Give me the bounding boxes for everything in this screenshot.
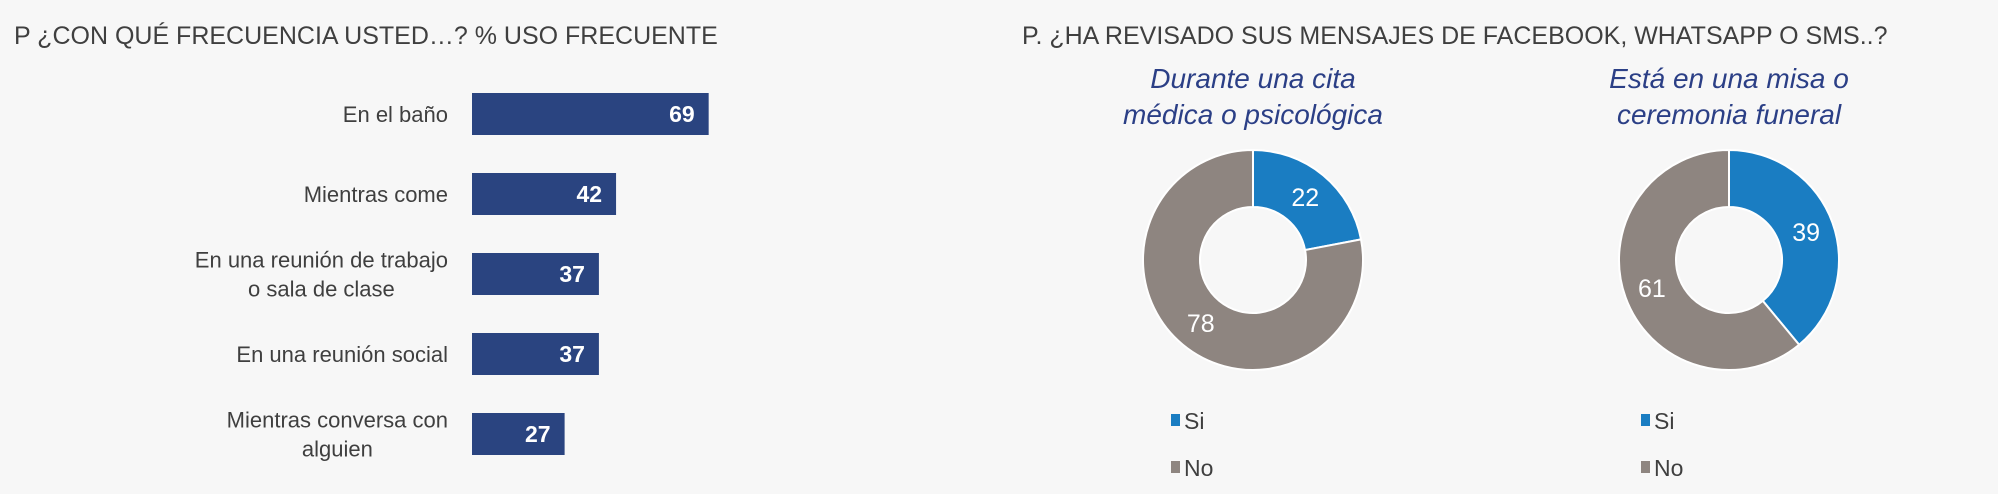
category-label: Mientras conversa con bbox=[227, 408, 448, 433]
category-label: Mientras come bbox=[304, 182, 448, 207]
donut-subtitle: Durante una cita bbox=[1150, 63, 1355, 94]
bar bbox=[472, 413, 565, 455]
bar bbox=[472, 253, 599, 295]
legend-label: No bbox=[1654, 455, 1683, 481]
donut-subtitle: médica o psicológica bbox=[1123, 99, 1383, 130]
donut-value-label: 78 bbox=[1187, 310, 1215, 338]
legend-label: No bbox=[1184, 455, 1213, 481]
category-label: En una reunión social bbox=[236, 342, 448, 367]
category-label: En el baño bbox=[343, 102, 448, 127]
bar-chart-title: P ¿CON QUÉ FRECUENCIA USTED…? % USO FREC… bbox=[14, 22, 718, 50]
bar bbox=[472, 333, 599, 375]
category-label: En una reunión de trabajo bbox=[195, 248, 448, 273]
category-label: alguien bbox=[302, 437, 373, 462]
donut-subtitle: ceremonia funeral bbox=[1617, 99, 1842, 130]
bar-value-label: 37 bbox=[559, 341, 585, 367]
donut-slice-si bbox=[1728, 148, 1840, 347]
donut-value-label: 61 bbox=[1638, 275, 1666, 303]
donut-value-label: 39 bbox=[1792, 219, 1820, 247]
bar-value-label: 27 bbox=[525, 421, 551, 447]
legend-swatch-no bbox=[1641, 461, 1650, 473]
legend-label: Si bbox=[1654, 408, 1674, 434]
legend-swatch-si bbox=[1641, 414, 1650, 426]
donut-subtitle: Está en una misa o bbox=[1609, 63, 1849, 94]
bar-value-label: 42 bbox=[576, 181, 602, 207]
donut-section-title: P. ¿HA REVISADO SUS MENSAJES DE FACEBOOK… bbox=[1022, 22, 1888, 50]
legend-swatch-no bbox=[1171, 461, 1180, 473]
donut-value-label: 22 bbox=[1291, 184, 1319, 212]
bar-value-label: 37 bbox=[559, 261, 585, 287]
bar bbox=[472, 93, 709, 135]
bar-value-label: 69 bbox=[669, 101, 695, 127]
donut-slice-no bbox=[1618, 148, 1801, 371]
legend-label: Si bbox=[1184, 408, 1204, 434]
bar bbox=[472, 173, 617, 215]
donut-slice-si bbox=[1252, 148, 1363, 252]
legend-swatch-si bbox=[1171, 414, 1180, 426]
category-label: o sala de clase bbox=[248, 277, 395, 302]
donut-slice-no bbox=[1142, 148, 1364, 371]
